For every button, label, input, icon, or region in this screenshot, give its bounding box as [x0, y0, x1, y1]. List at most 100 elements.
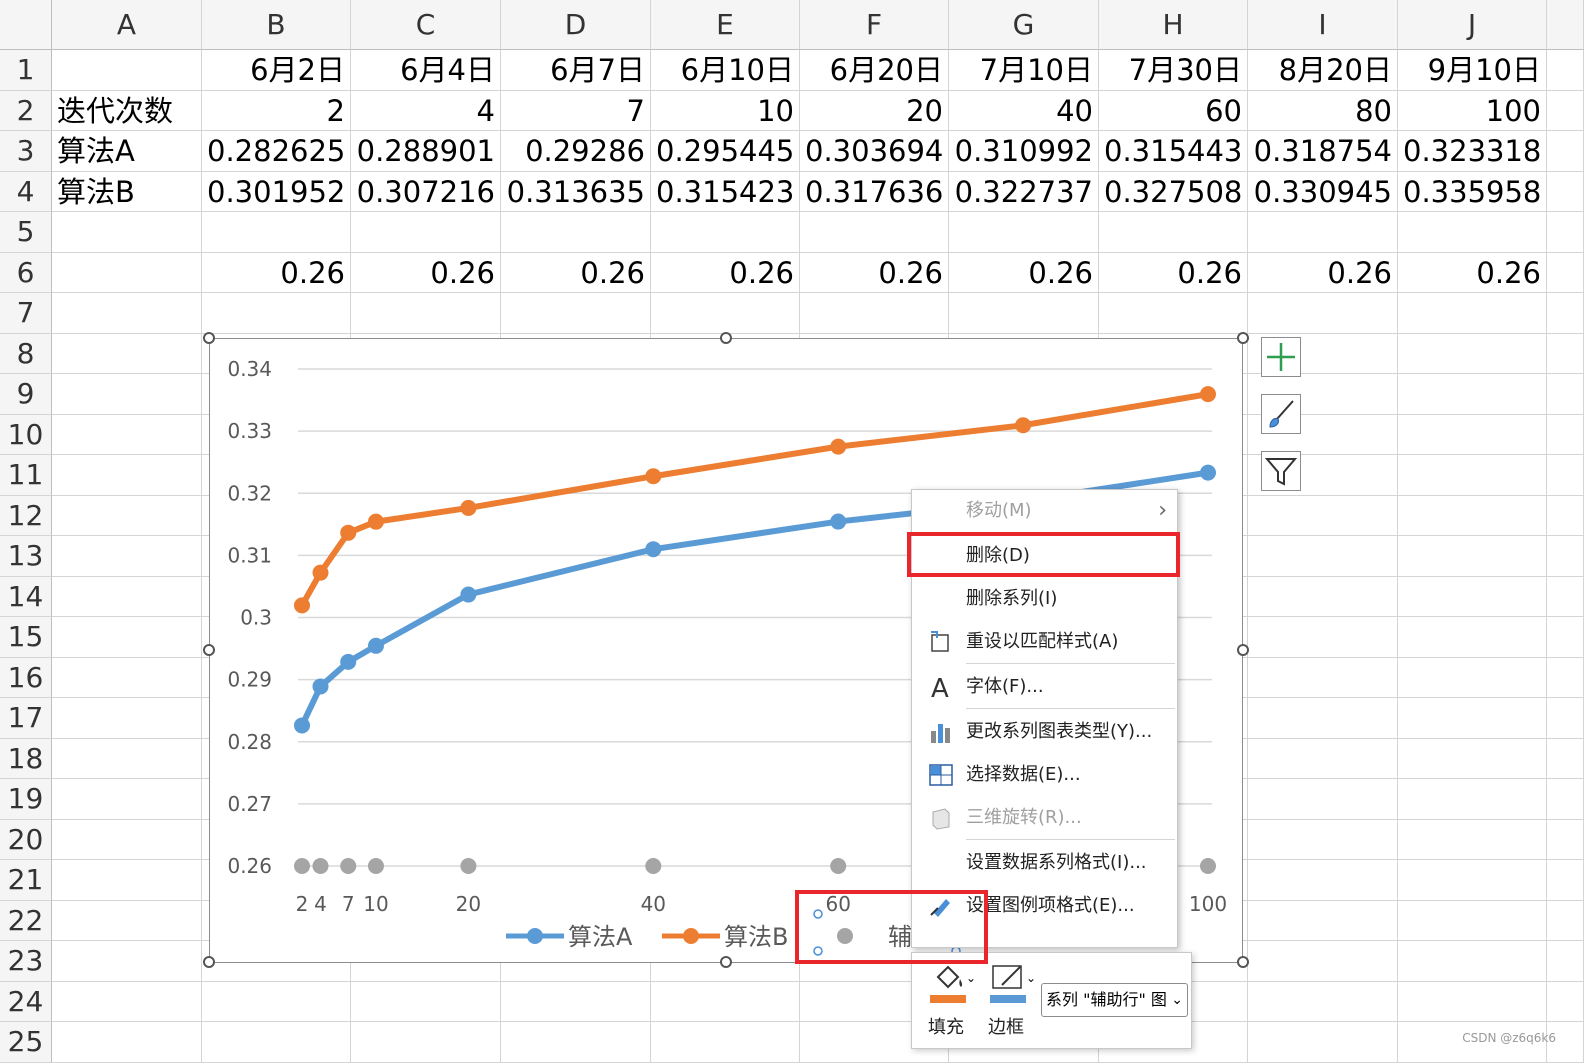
cell-J14[interactable] [1398, 576, 1547, 617]
cell-C1[interactable]: 6月4日 [351, 50, 501, 91]
cell-A19[interactable] [52, 779, 202, 820]
cell-B5[interactable] [202, 212, 351, 253]
cell-D7[interactable] [501, 293, 651, 334]
cell-A18[interactable] [52, 738, 202, 779]
cell-I9[interactable] [1248, 374, 1398, 415]
cell-I13[interactable] [1248, 536, 1398, 577]
cell-D5[interactable] [501, 212, 651, 253]
cell-C7[interactable] [351, 293, 501, 334]
cell-E24[interactable] [651, 981, 800, 1022]
cell-A2[interactable]: 迭代次数 [52, 90, 202, 131]
row-header-8[interactable]: 8 [0, 333, 52, 374]
cell-B7[interactable] [202, 293, 351, 334]
cell-B25[interactable] [202, 1022, 351, 1063]
cell-J21[interactable] [1398, 860, 1547, 901]
column-header-I[interactable]: I [1248, 0, 1398, 50]
cell-H1[interactable]: 7月30日 [1099, 50, 1248, 91]
legend-entry-handle[interactable] [813, 946, 823, 956]
cell-D4[interactable]: 0.313635 [501, 171, 651, 212]
cell-G3[interactable]: 0.310992 [949, 131, 1099, 172]
data-point[interactable] [830, 513, 847, 530]
row-header-12[interactable]: 12 [0, 495, 52, 536]
cell-I17[interactable] [1248, 698, 1398, 739]
cell-J2[interactable]: 100 [1398, 90, 1547, 131]
cell-I3[interactable]: 0.318754 [1248, 131, 1398, 172]
border-button[interactable]: ⌄ 边框 [988, 961, 1038, 1043]
cell-F3[interactable]: 0.303694 [800, 131, 949, 172]
cell-I5[interactable] [1248, 212, 1398, 253]
cell-J13[interactable] [1398, 536, 1547, 577]
resize-handle-tr[interactable] [1237, 332, 1249, 344]
row-header-10[interactable]: 10 [0, 414, 52, 455]
cell-A5[interactable] [52, 212, 202, 253]
column-header-C[interactable]: C [351, 0, 501, 50]
row-header-19[interactable]: 19 [0, 779, 52, 820]
cell-I24[interactable] [1248, 981, 1398, 1022]
row-header-6[interactable]: 6 [0, 252, 52, 293]
column-header-J[interactable]: J [1398, 0, 1547, 50]
cell-D3[interactable]: 0.29286 [501, 131, 651, 172]
cell-C4[interactable]: 0.307216 [351, 171, 501, 212]
cell-J22[interactable] [1398, 900, 1547, 941]
cell-I8[interactable] [1248, 333, 1398, 374]
cell-K18[interactable] [1547, 738, 1584, 779]
column-header-D[interactable]: D [501, 0, 651, 50]
menu-item-0[interactable]: 移动(M) › [912, 490, 1177, 532]
cell-C2[interactable]: 4 [351, 90, 501, 131]
cell-I19[interactable] [1248, 779, 1398, 820]
data-point[interactable] [340, 524, 357, 541]
cell-I4[interactable]: 0.330945 [1248, 171, 1398, 212]
cell-K4[interactable] [1547, 171, 1584, 212]
cell-J1[interactable]: 9月10日 [1398, 50, 1547, 91]
row-header-16[interactable]: 16 [0, 657, 52, 698]
cell-C6[interactable]: 0.26 [351, 252, 501, 293]
row-header-4[interactable]: 4 [0, 171, 52, 212]
chart-filters-button[interactable] [1261, 451, 1301, 491]
cell-A14[interactable] [52, 576, 202, 617]
cell-F5[interactable] [800, 212, 949, 253]
cell-A21[interactable] [52, 860, 202, 901]
menu-item-4[interactable]: A 字体(F)... [912, 666, 1177, 708]
column-header-A[interactable]: A [52, 0, 202, 50]
cell-J3[interactable]: 0.323318 [1398, 131, 1547, 172]
cell-B3[interactable]: 0.282625 [202, 131, 351, 172]
column-header-F[interactable]: F [800, 0, 949, 50]
cell-E6[interactable]: 0.26 [651, 252, 800, 293]
row-header-9[interactable]: 9 [0, 374, 52, 415]
cell-K10[interactable] [1547, 414, 1584, 455]
border-dropdown-chevron-icon[interactable]: ⌄ [1026, 971, 1037, 985]
cell-B2[interactable]: 2 [202, 90, 351, 131]
cell-A23[interactable] [52, 941, 202, 982]
row-header-25[interactable]: 25 [0, 1022, 52, 1063]
select-all-corner[interactable] [0, 0, 52, 50]
cell-K23[interactable] [1547, 941, 1584, 982]
data-point[interactable] [1200, 386, 1216, 403]
cell-E1[interactable]: 6月10日 [651, 50, 800, 91]
row-header-15[interactable]: 15 [0, 617, 52, 658]
cell-I2[interactable]: 80 [1248, 90, 1398, 131]
cell-B1[interactable]: 6月2日 [202, 50, 351, 91]
cell-I11[interactable] [1248, 455, 1398, 496]
cell-C24[interactable] [351, 981, 501, 1022]
cell-K16[interactable] [1547, 657, 1584, 698]
cell-H6[interactable]: 0.26 [1099, 252, 1248, 293]
column-header-G[interactable]: G [949, 0, 1099, 50]
fill-dropdown-chevron-icon[interactable]: ⌄ [966, 971, 977, 985]
row-header-20[interactable]: 20 [0, 819, 52, 860]
cell-F6[interactable]: 0.26 [800, 252, 949, 293]
cell-G5[interactable] [949, 212, 1099, 253]
cell-J23[interactable] [1398, 941, 1547, 982]
row-header-2[interactable]: 2 [0, 90, 52, 131]
cell-F1[interactable]: 6月20日 [800, 50, 949, 91]
cell-F2[interactable]: 20 [800, 90, 949, 131]
cell-G2[interactable]: 40 [949, 90, 1099, 131]
data-point[interactable] [312, 564, 329, 581]
resize-handle-bl[interactable] [203, 956, 215, 968]
cell-A6[interactable] [52, 252, 202, 293]
cell-K12[interactable] [1547, 495, 1584, 536]
cell-A8[interactable] [52, 333, 202, 374]
cell-I16[interactable] [1248, 657, 1398, 698]
cell-E25[interactable] [651, 1022, 800, 1063]
cell-H4[interactable]: 0.327508 [1099, 171, 1248, 212]
cell-I7[interactable] [1248, 293, 1398, 334]
